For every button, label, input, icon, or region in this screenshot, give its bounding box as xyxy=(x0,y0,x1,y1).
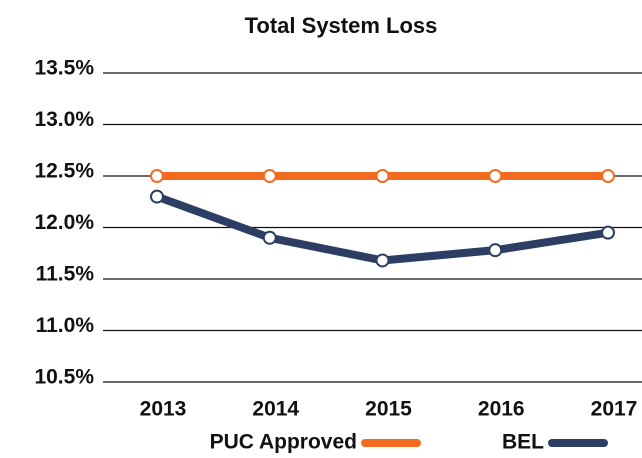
x-tick-label: 2015 xyxy=(365,398,412,421)
x-tick-label: 2016 xyxy=(478,398,525,421)
legend-label: PUC Approved xyxy=(210,431,357,454)
data-point xyxy=(488,243,503,258)
data-point xyxy=(262,230,277,245)
data-point xyxy=(150,189,164,204)
legend-label: BEL xyxy=(502,431,544,454)
y-tick-label: 11.5% xyxy=(36,263,95,286)
x-tick-label: 2017 xyxy=(591,398,638,421)
y-tick-label: 11.0% xyxy=(36,314,95,337)
series-line xyxy=(155,192,609,265)
data-point xyxy=(375,169,390,183)
data-point xyxy=(150,169,164,183)
chart-title: Total System Loss xyxy=(245,13,438,38)
y-tick-label: 13.5% xyxy=(34,57,94,80)
data-point xyxy=(601,225,615,240)
x-tick-label: 2013 xyxy=(140,398,187,421)
x-tick-label: 2014 xyxy=(252,398,299,421)
y-tick-label: 13.0% xyxy=(34,108,94,131)
y-tick-label: 12.5% xyxy=(34,160,94,183)
y-tick-label: 10.5% xyxy=(34,366,94,389)
data-point xyxy=(601,169,615,183)
data-point xyxy=(488,169,503,183)
data-point xyxy=(262,169,277,183)
y-tick-label: 12.0% xyxy=(34,211,94,234)
data-point xyxy=(375,253,390,268)
